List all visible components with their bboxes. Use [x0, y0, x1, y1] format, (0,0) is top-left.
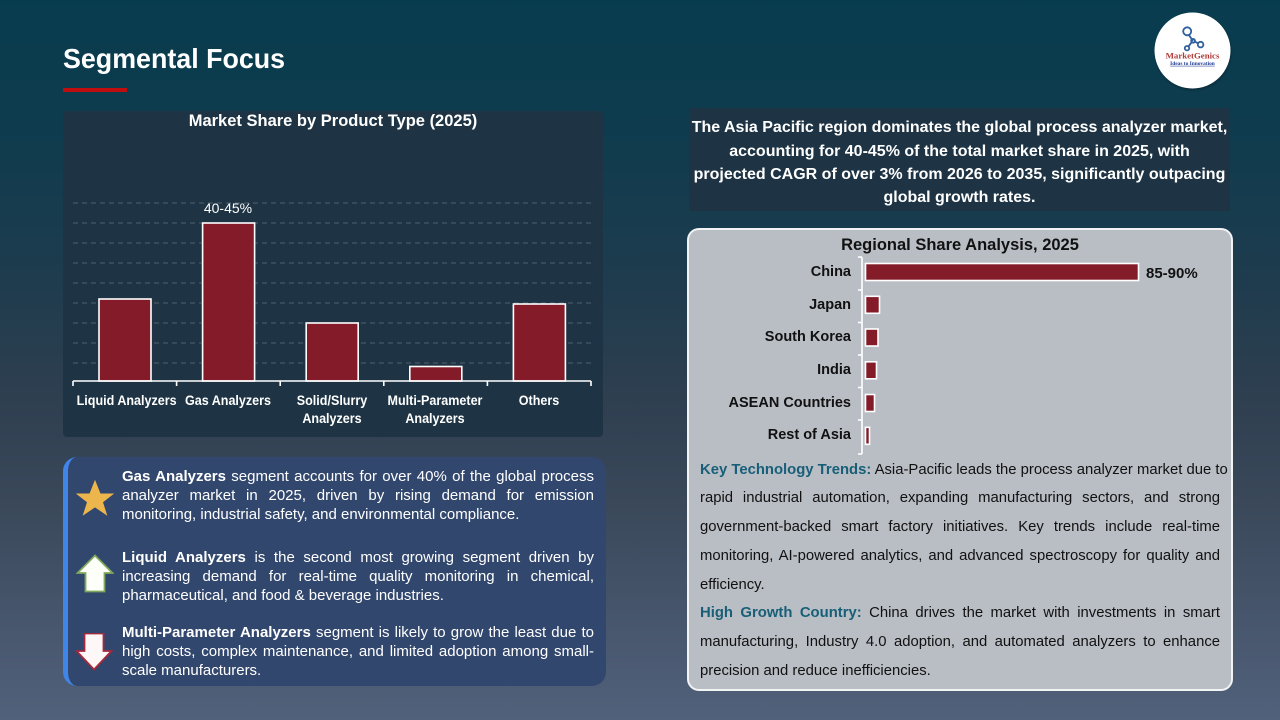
svg-text:Ideas to Innovation: Ideas to Innovation: [1170, 61, 1215, 67]
svg-text:MarketGenics: MarketGenics: [1166, 51, 1220, 61]
